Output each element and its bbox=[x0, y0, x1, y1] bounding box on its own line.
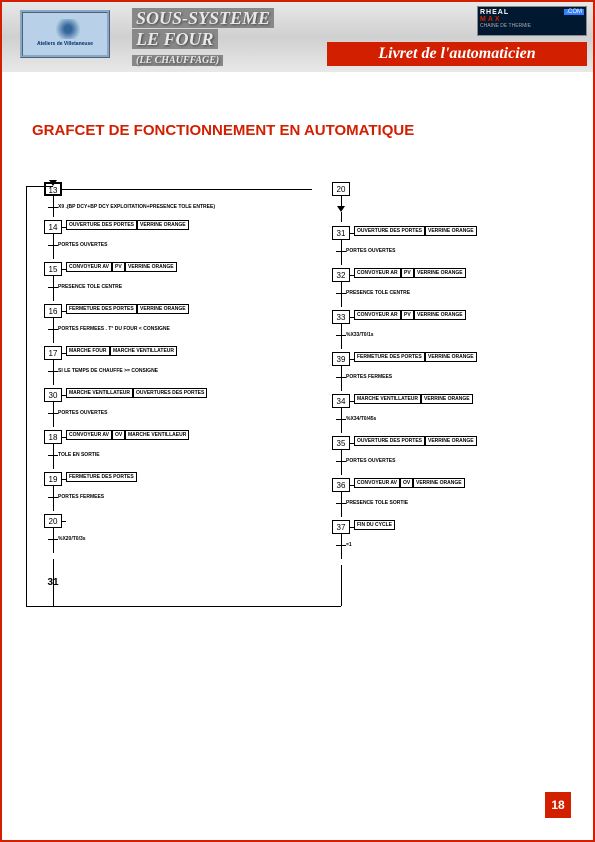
page-title: GRAFCET DE FONCTIONNEMENT EN AUTOMATIQUE bbox=[32, 122, 414, 139]
step-32: 32 bbox=[332, 268, 350, 282]
brand-r: RHEAL bbox=[480, 9, 509, 16]
action-18-1: CONVOYEUR AV bbox=[66, 430, 112, 440]
brand-m: MAX bbox=[480, 16, 502, 23]
brand-com: .COM bbox=[564, 9, 584, 15]
trans-15: PRESENCE TOLE CENTRE bbox=[58, 284, 122, 290]
action-18-2: OV bbox=[112, 430, 125, 440]
action-14-2: VERRINE ORANGE bbox=[137, 220, 189, 230]
action-37-1: FIN DU CYCLE bbox=[354, 520, 395, 530]
step-18: 18 bbox=[44, 430, 62, 444]
trans-30: PORTES OUVERTES bbox=[58, 410, 107, 416]
action-32-2: PV bbox=[401, 268, 414, 278]
action-36-1: CONVOYEUR AV bbox=[354, 478, 400, 488]
step-39: 39 bbox=[332, 352, 350, 366]
step-36: 36 bbox=[332, 478, 350, 492]
action-31-1: OUVERTURE DES PORTES bbox=[354, 226, 425, 236]
trans-37: =1 bbox=[346, 542, 352, 548]
logo: Ateliers de Villetaneuse bbox=[20, 10, 110, 58]
header: Ateliers de Villetaneuse SOUS-SYSTEME LE… bbox=[2, 2, 593, 72]
action-15-2: PV bbox=[112, 262, 125, 272]
action-34-2: VERRINE ORANGE bbox=[421, 394, 473, 404]
trans-14: PORTES OUVERTES bbox=[58, 242, 107, 248]
action-31-2: VERRINE ORANGE bbox=[425, 226, 477, 236]
action-17-2: MARCHE VENTILLATEUR bbox=[110, 346, 177, 356]
trans-39: PORTES FERMEES bbox=[346, 374, 392, 380]
action-15-3: VERRINE ORANGE bbox=[125, 262, 177, 272]
brand-sub: CHAINE DE THERMIE bbox=[480, 23, 584, 29]
trans-19: PORTES FERMEES bbox=[58, 494, 104, 500]
action-35-2: VERRINE ORANGE bbox=[425, 436, 477, 446]
header-line3: (LE CHAUFFAGE) bbox=[132, 55, 223, 66]
step-20: 20 bbox=[44, 514, 62, 528]
action-30-1: MARCHE VENTILLATEUR bbox=[66, 388, 133, 398]
step-14: 14 bbox=[44, 220, 62, 234]
action-33-1: CONVOYEUR AR bbox=[354, 310, 401, 320]
step-30: 30 bbox=[44, 388, 62, 402]
step-34: 34 bbox=[332, 394, 350, 408]
step-19: 19 bbox=[44, 472, 62, 486]
trans-34: %X34/T0/45s bbox=[346, 416, 376, 422]
step-31: 31 bbox=[332, 226, 350, 240]
action-18-3: MARCHE VENTILLAEUR bbox=[125, 430, 189, 440]
trans-18: TOLE EN SORTIE bbox=[58, 452, 100, 458]
step-33: 33 bbox=[332, 310, 350, 324]
action-17-1: MARCHE FOUR bbox=[66, 346, 110, 356]
step-20-top: 20 bbox=[332, 182, 350, 196]
step-37: 37 bbox=[332, 520, 350, 534]
action-39-1: FERMETURE DES PORTES bbox=[354, 352, 425, 362]
action-35-1: OUVERTURE DES PORTES bbox=[354, 436, 425, 446]
step-16: 16 bbox=[44, 304, 62, 318]
brand-badge: RHEAL .COM MAX CHAINE DE THERMIE bbox=[477, 6, 587, 36]
action-34-1: MARCHE VENTILLATEUR bbox=[354, 394, 421, 404]
trans-16: PORTES FERMEES . T° DU FOUR < CONSIGNE bbox=[58, 326, 170, 332]
action-14-1: OUVERTURE DES PORTES bbox=[66, 220, 137, 230]
trans-33: %X33/T0/1s bbox=[346, 332, 374, 338]
livret-banner: Livret de l'automaticien bbox=[327, 42, 587, 66]
trans-36: PRESENCE TOLE SORTIE bbox=[346, 500, 408, 506]
arrow-loop bbox=[49, 180, 57, 186]
action-39-2: VERRINE ORANGE bbox=[425, 352, 477, 362]
action-32-1: CONVOYEUR AR bbox=[354, 268, 401, 278]
page-number: 18 bbox=[545, 792, 571, 818]
step-35: 35 bbox=[332, 436, 350, 450]
action-36-2: OV bbox=[400, 478, 413, 488]
header-title: SOUS-SYSTEME LE FOUR (LE CHAUFFAGE) bbox=[132, 8, 274, 68]
step-15: 15 bbox=[44, 262, 62, 276]
step-17: 17 bbox=[44, 346, 62, 360]
action-32-3: VERRINE ORANGE bbox=[414, 268, 466, 278]
grafcet-diagram: 13X9 .(BP DCY+BP DCY EXPLOITATION+PRESEN… bbox=[22, 162, 582, 722]
action-16-2: VERRINE ORANGE bbox=[137, 304, 189, 314]
header-line1: SOUS-SYSTEME bbox=[132, 8, 274, 28]
action-19-1: FERMETURE DES PORTES bbox=[66, 472, 137, 482]
trans-32: PRESENCE TOLE CENTRE bbox=[346, 290, 410, 296]
trans-20: %X20/T0/3s bbox=[58, 536, 86, 542]
action-16-1: FERMETURE DES PORTES bbox=[66, 304, 137, 314]
action-33-3: VERRINE ORANGE bbox=[414, 310, 466, 320]
action-30-2: OUVERTURES DES PORTES bbox=[133, 388, 207, 398]
trans-35: PORTES OUVERTES bbox=[346, 458, 395, 464]
trans-31: PORTES OUVERTES bbox=[346, 248, 395, 254]
trans-start-left: X9 .(BP DCY+BP DCY EXPLOITATION+PRESENCE… bbox=[58, 204, 215, 210]
action-15-1: CONVOYEUR AV bbox=[66, 262, 112, 272]
action-36-3: VERRINE ORANGE bbox=[413, 478, 465, 488]
action-33-2: PV bbox=[401, 310, 414, 320]
trans-17: SI LE TEMPS DE CHAUFFE >= CONSIGNE bbox=[58, 368, 158, 374]
header-line2: LE FOUR bbox=[132, 29, 218, 49]
